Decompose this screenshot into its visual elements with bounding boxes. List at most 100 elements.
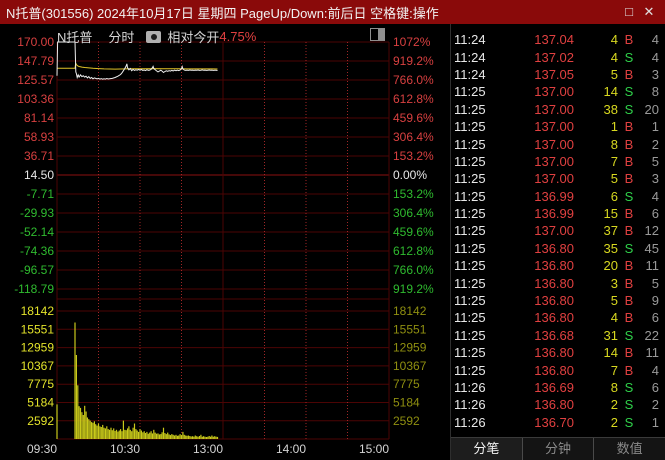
trade-row: 11:25 136.99 6 S 4	[451, 188, 665, 205]
trade-volume: 8	[610, 380, 618, 395]
trade-row: 11:25 137.00 8 B 2	[451, 135, 665, 152]
volume-bars	[56, 322, 219, 439]
trade-row: 11:25 137.00 1 B 1	[451, 118, 665, 135]
trade-volume: 7	[610, 153, 618, 169]
intraday-chart[interactable]: 170.00 147.79 125.57 103.36 81.14 58.93 36.71 1…	[0, 24, 450, 460]
trade-volume: 31	[603, 327, 618, 343]
trade-price: 136.80	[534, 258, 574, 274]
trade-side: B	[624, 171, 634, 187]
trade-side: S	[624, 380, 634, 395]
trade-list[interactable]: 11:24 137.04 4 B 4 11:24 137.02 4 S 4 11:24 137.05 5…	[451, 24, 665, 437]
trade-panel: 11:24 137.04 4 B 4 11:24 137.02 4 S 4 11:24 137.05 5…	[450, 24, 665, 460]
svg-text:153.2%: 153.2%	[393, 149, 434, 163]
trade-side: S	[624, 414, 634, 430]
trade-row: 11:25 136.80 5 B 9	[451, 292, 665, 309]
trade-row: 11:25 137.00 5 B 3	[451, 170, 665, 187]
svg-text:10367: 10367	[21, 359, 55, 373]
tab-tick-by-tick[interactable]: 分笔	[451, 438, 522, 460]
trade-price: 137.00	[534, 84, 574, 100]
maximize-button[interactable]: □	[625, 4, 633, 19]
trade-side: B	[624, 275, 634, 291]
avg-price-line	[57, 61, 218, 70]
trade-count: 2	[651, 136, 659, 152]
stock-name-label: N托普	[57, 30, 93, 45]
trade-row: 11:25 136.80 35 S 45	[451, 240, 665, 257]
trade-count: 6	[651, 206, 659, 222]
trade-row: 11:25 137.00 7 B 5	[451, 153, 665, 170]
svg-text:459.6%: 459.6%	[393, 111, 434, 125]
trade-price: 137.02	[534, 49, 574, 65]
trade-row: 11:26 136.80 2 S 2	[451, 396, 665, 413]
trade-row: 11:25 136.80 4 B 6	[451, 309, 665, 326]
trade-volume: 5	[610, 66, 618, 82]
footer-tabs: 分笔 分钟 数值	[451, 437, 665, 460]
trade-volume: 38	[603, 101, 618, 117]
trade-count: 11	[645, 258, 660, 274]
svg-text:58.93: 58.93	[24, 130, 54, 144]
trade-time: 11:25	[454, 206, 486, 222]
trade-time: 11:25	[454, 171, 486, 187]
trade-time: 11:25	[454, 327, 486, 343]
trade-row: 11:25 136.80 3 B 5	[451, 274, 665, 291]
trade-volume: 4	[610, 310, 618, 326]
relative-open-value: 4.75%	[219, 29, 257, 44]
trade-volume: 2	[610, 414, 618, 430]
tab-minutes[interactable]: 分钟	[521, 438, 594, 460]
trade-row: 11:26 136.69 8 S 6	[451, 379, 665, 396]
split-view-icon[interactable]	[370, 28, 385, 41]
trade-side: B	[624, 223, 634, 239]
trade-count: 22	[644, 327, 659, 343]
trade-side: B	[624, 206, 634, 222]
trade-volume: 5	[610, 293, 618, 309]
svg-text:147.79: 147.79	[17, 54, 54, 68]
svg-text:-29.93: -29.93	[20, 206, 54, 220]
trade-price: 136.80	[534, 275, 574, 291]
trade-price: 136.80	[534, 397, 574, 413]
trade-row: 11:25 137.00 38 S 20	[451, 101, 665, 118]
close-button[interactable]: ✕	[643, 4, 655, 19]
svg-text:2592: 2592	[27, 414, 54, 428]
trade-row: 11:25 136.99 15 B 6	[451, 205, 665, 222]
price-axis-labels: 170.00 147.79 125.57 103.36 81.14 58.93 36.71 1…	[14, 35, 54, 296]
camera-icon[interactable]	[146, 30, 162, 43]
trade-price: 137.00	[534, 153, 574, 169]
trade-time: 11:24	[454, 49, 486, 65]
trade-side: S	[624, 84, 634, 100]
trade-row: 11:25 136.80 20 B 11	[451, 257, 665, 274]
svg-text:14.50: 14.50	[24, 168, 54, 182]
trade-time: 11:25	[454, 345, 486, 361]
svg-text:170.00: 170.00	[17, 35, 54, 49]
svg-text:919.2%: 919.2%	[393, 54, 434, 68]
trade-volume: 2	[610, 397, 618, 413]
trade-price: 136.68	[534, 327, 574, 343]
trade-volume: 7	[610, 362, 618, 378]
svg-text:12959: 12959	[21, 341, 55, 355]
trade-count: 4	[651, 188, 659, 204]
svg-text:103.36: 103.36	[17, 92, 54, 106]
trade-price: 137.04	[534, 32, 574, 48]
trade-side: B	[624, 66, 634, 82]
trade-count: 12	[644, 223, 659, 239]
trade-count: 3	[651, 171, 659, 187]
trade-row: 11:24 137.05 5 B 3	[451, 66, 665, 83]
trade-side: S	[624, 397, 634, 413]
svg-text:306.4%: 306.4%	[393, 130, 434, 144]
period-label[interactable]: 分时	[108, 30, 135, 45]
trade-count: 45	[644, 240, 659, 256]
trade-side: B	[624, 310, 634, 326]
svg-text:18142: 18142	[21, 304, 55, 318]
svg-text:-52.14: -52.14	[20, 225, 54, 239]
trade-price: 137.00	[534, 101, 574, 117]
trade-count: 3	[651, 66, 659, 82]
svg-text:-96.57: -96.57	[20, 263, 54, 277]
price-line	[56, 41, 218, 80]
trade-row: 11:25 136.80 7 B 4	[451, 361, 665, 378]
trade-volume: 4	[610, 32, 618, 48]
trade-time: 11:25	[454, 258, 486, 274]
tab-values[interactable]: 数值	[593, 438, 665, 460]
trade-time: 11:25	[454, 153, 486, 169]
svg-text:-74.36: -74.36	[20, 244, 54, 258]
trade-price: 136.99	[534, 206, 574, 222]
trade-time: 11:25	[454, 293, 486, 309]
trade-volume: 4	[610, 49, 618, 65]
